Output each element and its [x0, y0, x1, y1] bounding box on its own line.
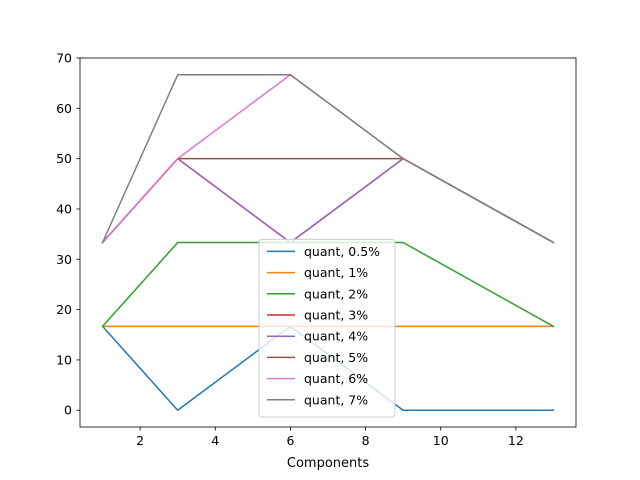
legend-entry-label: quant, 2% — [304, 286, 368, 301]
legend-entry-label: quant, 3% — [304, 308, 368, 323]
y-tick-label: 50 — [56, 151, 72, 166]
series-line-4 — [101, 157, 555, 244]
series-line-6 — [101, 157, 555, 244]
x-tick-label: 8 — [362, 433, 370, 448]
y-tick-label: 20 — [56, 302, 72, 317]
x-axis-label: Components — [287, 456, 369, 471]
y-tick-label: 30 — [56, 252, 72, 267]
legend-entry-label: quant, 5% — [304, 350, 368, 365]
legend-box — [258, 238, 396, 418]
x-tick-label: 6 — [286, 433, 294, 448]
x-tick-label: 10 — [433, 433, 449, 448]
axes-layer: 2 4 6 8 10 12 0 10 20 30 40 50 60 70 — [56, 51, 577, 448]
plot-frame — [79, 57, 577, 428]
legend-entry-label: quant, 1% — [304, 265, 368, 280]
series-line-8 — [101, 74, 555, 244]
y-tick-label: 60 — [56, 101, 72, 116]
legend-entry-label: quant, 7% — [304, 392, 368, 407]
y-tick-label: 40 — [56, 201, 72, 216]
y-tick-label: 70 — [56, 51, 72, 66]
legend: quant, 0.5% quant, 1% quant, 2% quant, 3% qu… — [258, 238, 396, 418]
x-tick-label: 12 — [508, 433, 524, 448]
series-line-5 — [101, 157, 555, 244]
y-tick-label: 10 — [56, 352, 72, 367]
legend-entry-label: quant, 6% — [304, 371, 368, 386]
x-tick-label: 2 — [136, 433, 144, 448]
x-tick-label: 4 — [211, 433, 219, 448]
legend-entry-label: quant, 4% — [304, 329, 368, 344]
y-tick-label: 0 — [64, 403, 72, 418]
legend-entry-label: quant, 0.5% — [304, 244, 380, 259]
